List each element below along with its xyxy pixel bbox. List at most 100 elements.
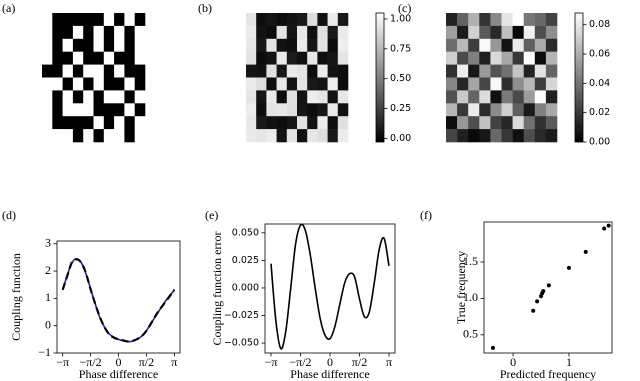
- heatmap-cell: [62, 38, 74, 52]
- heatmap-cell: [246, 13, 257, 27]
- heatmap-cell: [93, 103, 105, 117]
- heatmap-cell: [52, 90, 63, 104]
- heatmap-cell: [93, 116, 105, 130]
- heatmap-cell: [523, 90, 536, 104]
- heatmap-cell: [317, 13, 328, 27]
- heatmap-cell: [446, 77, 458, 91]
- heatmap-cell: [246, 116, 257, 130]
- scatter-point: [546, 283, 551, 288]
- heatmap-cell: [545, 64, 558, 78]
- heatmap-cell: [124, 90, 135, 104]
- heatmap-cell: [134, 90, 146, 104]
- heatmap-cell: [297, 103, 308, 117]
- heatmap-cell: [93, 51, 105, 65]
- heatmap-cell: [523, 38, 536, 52]
- heatmap-cell: [134, 129, 146, 143]
- heatmap-cell: [490, 103, 502, 117]
- heatmap-cell: [307, 13, 318, 27]
- heatmap-cell: [534, 13, 547, 27]
- heatmap-cell: [512, 90, 524, 104]
- x-axis-label: Predicted frequency: [500, 367, 596, 381]
- y-tick-label: 0.025: [232, 255, 259, 266]
- heatmap-cell: [124, 64, 135, 78]
- heatmap-cell: [114, 103, 125, 117]
- heatmap-cell: [93, 64, 105, 78]
- heatmap-cell: [317, 90, 328, 104]
- heatmap-cell: [42, 90, 53, 104]
- heatmap-cell: [446, 38, 458, 52]
- y-tick-label: 0: [45, 317, 51, 331]
- heatmap-cell: [468, 51, 480, 65]
- heatmap-cell: [256, 116, 267, 130]
- heatmap-cell: [246, 129, 257, 143]
- heatmap-cell: [52, 38, 63, 52]
- heatmap-cell: [446, 51, 458, 65]
- heatmap-cell: [523, 51, 536, 65]
- heatmap-cell: [134, 13, 146, 27]
- panel-label: (b): [198, 1, 212, 15]
- heatmap-cell: [72, 103, 84, 117]
- heatmap-cell: [490, 77, 502, 91]
- heatmap-cell: [246, 77, 257, 91]
- scatter-point: [606, 223, 611, 228]
- heatmap-cell: [512, 25, 524, 40]
- heatmap-cell: [501, 38, 513, 52]
- heatmap-cell: [83, 103, 94, 117]
- heatmap-cell: [286, 51, 298, 65]
- heatmap-cell: [297, 77, 308, 91]
- heatmap-cell: [42, 103, 53, 117]
- heatmap-cell: [327, 38, 339, 52]
- heatmap-cell: [83, 25, 94, 40]
- heatmap-cell: [501, 25, 513, 40]
- heatmap-cell: [62, 13, 74, 27]
- heatmap-cell: [457, 116, 469, 130]
- heatmap-cell: [523, 103, 536, 117]
- heatmap-cell: [93, 38, 105, 52]
- x-tick-label: −π: [56, 355, 69, 369]
- heatmap-cell: [103, 116, 115, 130]
- heatmap-cell: [114, 77, 125, 91]
- heatmap-cell: [327, 103, 339, 117]
- heatmap-cell: [534, 103, 547, 117]
- heatmap-cell: [468, 103, 480, 117]
- heatmap-cell: [134, 77, 146, 91]
- heatmap-cell: [545, 13, 558, 27]
- heatmap-cell: [307, 77, 318, 91]
- heatmap-cell: [512, 77, 524, 91]
- heatmap-cell: [276, 90, 288, 104]
- x-tick-label: π: [386, 355, 392, 369]
- heatmap-cell: [83, 77, 94, 91]
- heatmap-cell: [256, 103, 267, 117]
- heatmap-cell: [42, 64, 53, 78]
- heatmap-cell: [286, 116, 298, 130]
- heatmap-cell: [276, 38, 288, 52]
- heatmap-cell: [124, 77, 135, 91]
- heatmap-cell: [266, 51, 277, 65]
- heatmap-cell: [468, 13, 480, 27]
- heatmap-cell: [246, 64, 257, 78]
- heatmap-cell: [457, 13, 469, 27]
- heatmap-cell: [297, 90, 308, 104]
- axes-frame: [264, 223, 396, 354]
- heatmap-cell: [307, 103, 318, 117]
- heatmap-cell: [246, 25, 257, 40]
- heatmap-cell: [490, 51, 502, 65]
- heatmap-cell: [286, 129, 298, 143]
- heatmap-cell: [72, 13, 84, 27]
- heatmap-cell: [297, 129, 308, 143]
- heatmap-cell: [317, 103, 328, 117]
- heatmap-cell: [93, 25, 105, 40]
- heatmap-cell: [276, 51, 288, 65]
- heatmap-cell: [266, 129, 277, 143]
- scatter-point: [541, 289, 546, 294]
- heatmap-cell: [62, 77, 74, 91]
- heatmap-cell: [534, 90, 547, 104]
- y-axis-label: Coupling function: [9, 253, 23, 341]
- heatmap-cell: [479, 90, 491, 104]
- panel-label: (e): [205, 208, 218, 222]
- heatmap-cell: [317, 51, 328, 65]
- heatmap-cell: [307, 129, 318, 143]
- heatmap-cell: [317, 129, 328, 143]
- heatmap-cell: [446, 64, 458, 78]
- x-tick-label: −π/2: [79, 355, 101, 369]
